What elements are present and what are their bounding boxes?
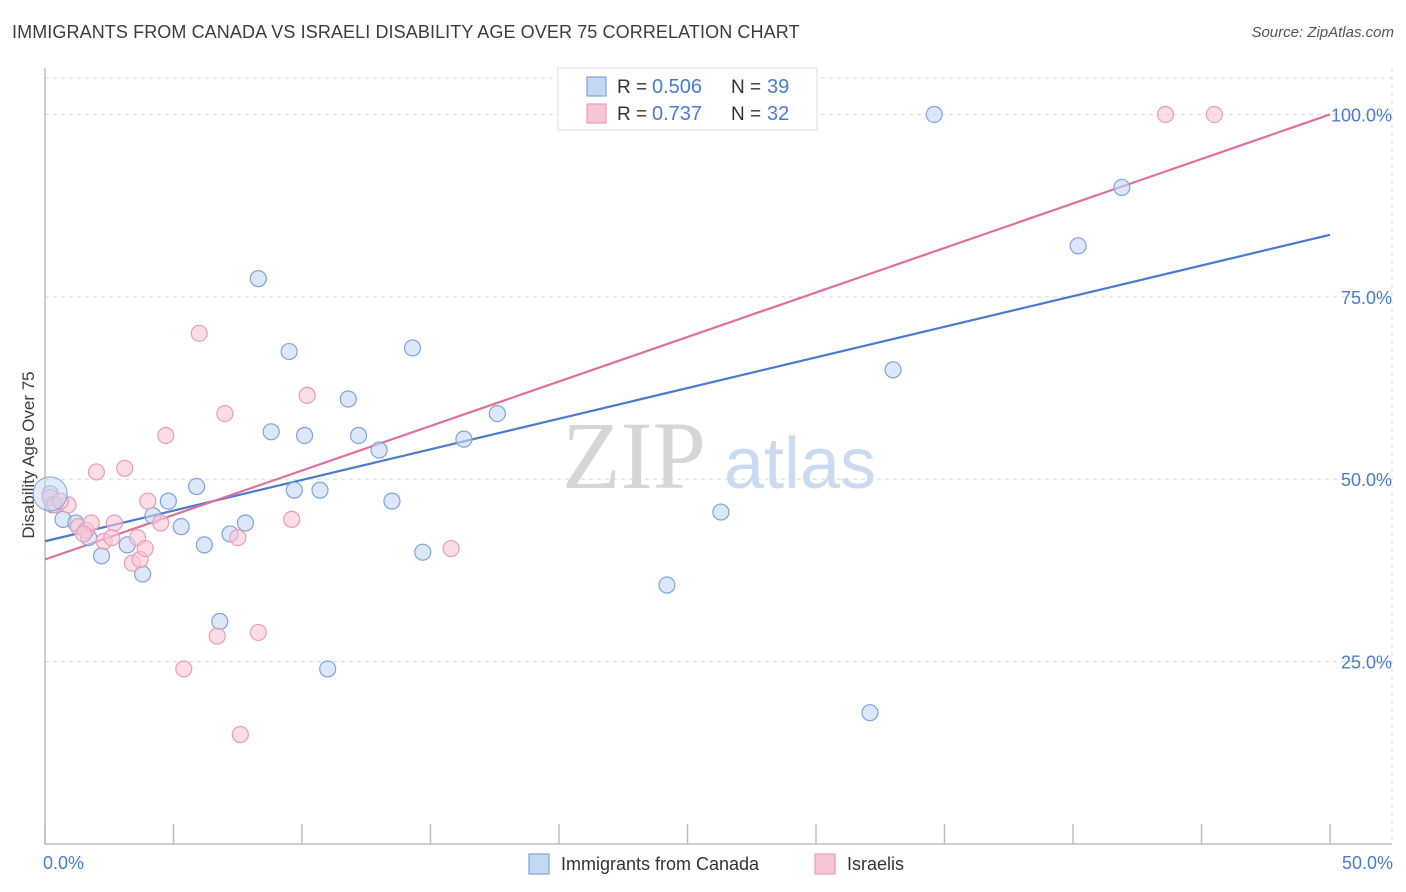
canada-point: [262, 423, 280, 441]
canada-point: [1113, 178, 1131, 197]
israelis-point: [216, 404, 234, 423]
canada-point: [311, 481, 329, 499]
watermark-zip: ZIP: [562, 402, 706, 509]
canada-point: [280, 342, 298, 361]
israelis-point: [139, 492, 157, 510]
canada-point: [249, 270, 267, 288]
bottom-legend-swatch: [814, 853, 836, 875]
legend-r-value: 0.737: [652, 103, 702, 125]
canada-point: [925, 105, 943, 124]
canada-point-cluster: [32, 476, 68, 512]
canada-point: [349, 426, 368, 445]
canada-point: [195, 536, 213, 554]
canada-point: [861, 704, 879, 722]
source-note: Source: ZipAtlas.com: [1251, 24, 1394, 41]
legend-n-value: 39: [767, 76, 789, 98]
y-tick-label: 50.0%: [1341, 470, 1392, 490]
canada-point: [295, 426, 314, 445]
israelis-point: [157, 426, 175, 445]
legend-n-value: 32: [767, 103, 789, 125]
legend-r-label: R =: [617, 104, 647, 125]
israelis-point: [87, 463, 106, 481]
israelis-point: [175, 660, 193, 678]
israelis-point: [1205, 105, 1223, 124]
israelis-point: [1156, 105, 1175, 124]
legend-swatch: [586, 103, 607, 124]
watermark: ZIP atlas: [562, 402, 876, 509]
canada-point: [188, 477, 206, 496]
y-axis-title: Disability Age Over 75: [19, 371, 38, 538]
israelis-point: [74, 525, 93, 543]
trend-line-canada: [44, 233, 1331, 543]
watermark-atlas: atlas: [724, 424, 876, 504]
canada-point: [455, 430, 473, 448]
y-tick-label: 75.0%: [1341, 288, 1392, 308]
canada-point: [1069, 237, 1087, 255]
bottom-legend-label: Immigrants from Canada: [561, 854, 760, 874]
stats-legend: R = 0.506 N = 39 R = 0.737 N = 32: [557, 67, 818, 131]
canada-point: [403, 339, 422, 357]
points-layer: [32, 105, 1223, 744]
israelis-point: [152, 514, 170, 532]
x-tick-label-min: 0.0%: [43, 853, 84, 873]
bottom-legend-swatch: [528, 853, 550, 875]
canada-point: [236, 514, 255, 532]
bottom-legend-label: Israelis: [847, 854, 904, 874]
axis-layer: 25.0% 50.0% 75.0% 100.0% 0.0% 50.0% Disability…: [19, 68, 1393, 873]
canada-point: [658, 576, 676, 594]
israelis-point: [103, 528, 121, 547]
canada-point: [319, 660, 337, 678]
israelis-point: [442, 539, 460, 558]
israelis-point: [231, 725, 249, 744]
israelis-point: [249, 623, 267, 642]
y-tick-label: 100.0%: [1331, 105, 1392, 125]
canada-point: [712, 503, 730, 521]
canada-point: [92, 547, 111, 565]
chart-title: IMMIGRANTS FROM CANADA VS ISRAELI DISABI…: [12, 22, 800, 42]
legend-n-label: N =: [731, 77, 761, 98]
canada-point: [488, 404, 506, 423]
israelis-point: [229, 528, 247, 547]
legend-r-value: 0.506: [652, 76, 702, 98]
canada-point: [884, 361, 902, 379]
canada-point: [285, 481, 303, 499]
y-tick-label: 25.0%: [1341, 653, 1392, 673]
legend-n-label: N =: [731, 104, 761, 125]
x-tick-label-max: 50.0%: [1342, 853, 1393, 873]
israelis-point: [298, 386, 316, 404]
legend-swatch: [586, 76, 607, 97]
canada-point: [159, 492, 177, 510]
israelis-point: [116, 459, 134, 477]
canada-point: [370, 441, 388, 459]
canada-point: [172, 518, 190, 536]
canada-point: [414, 543, 432, 561]
israelis-point: [136, 539, 154, 558]
canada-point: [383, 492, 401, 510]
bottom-legend: Immigrants from Canada Israelis: [528, 853, 904, 875]
canada-point: [211, 612, 229, 631]
israelis-point: [190, 324, 208, 342]
israelis-point: [208, 627, 226, 645]
grid-layer: [45, 68, 1393, 844]
israelis-point: [105, 514, 123, 532]
legend-r-label: R =: [617, 77, 647, 98]
israelis-point: [283, 510, 301, 528]
canada-point: [339, 390, 357, 408]
